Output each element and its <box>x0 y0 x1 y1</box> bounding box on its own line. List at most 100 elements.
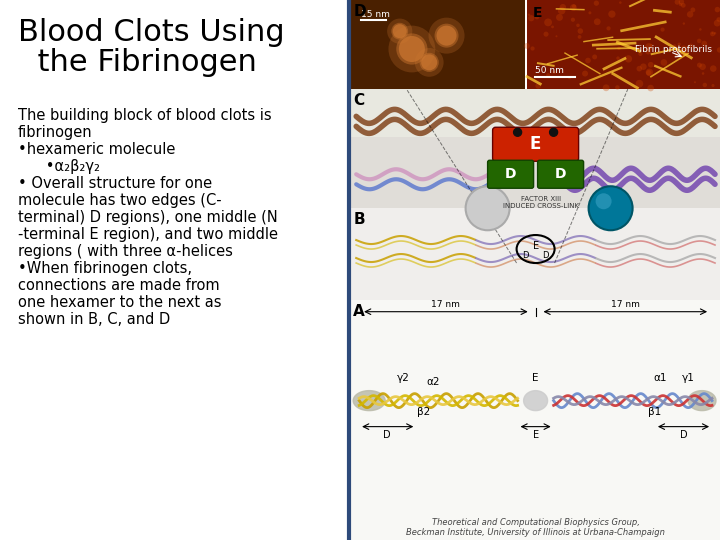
Text: Theoretical and Computational Biophysics Group,
Beckman Institute, University of: Theoretical and Computational Biophysics… <box>406 518 665 537</box>
Text: A: A <box>354 303 365 319</box>
Circle shape <box>625 55 632 63</box>
Text: D: D <box>505 167 516 181</box>
Text: D: D <box>555 167 567 181</box>
Circle shape <box>555 35 557 37</box>
Circle shape <box>536 83 541 89</box>
Circle shape <box>681 3 685 8</box>
Circle shape <box>392 23 408 39</box>
Circle shape <box>649 44 652 47</box>
Bar <box>351 137 720 208</box>
Circle shape <box>617 46 621 50</box>
Text: shown in B, C, and D: shown in B, C, and D <box>18 312 170 327</box>
Text: D: D <box>522 251 529 260</box>
Circle shape <box>420 53 438 72</box>
Circle shape <box>415 48 444 77</box>
Circle shape <box>683 22 685 25</box>
Circle shape <box>576 24 580 27</box>
Circle shape <box>528 14 530 16</box>
Circle shape <box>648 62 654 68</box>
Circle shape <box>680 45 688 52</box>
Circle shape <box>711 84 714 87</box>
Circle shape <box>690 8 696 12</box>
Text: -terminal E region), and two middle: -terminal E region), and two middle <box>18 227 278 242</box>
Text: the Fibrinogen: the Fibrinogen <box>18 48 257 77</box>
Text: E: E <box>533 241 539 251</box>
Circle shape <box>588 11 591 15</box>
Circle shape <box>606 26 611 30</box>
Circle shape <box>675 0 680 5</box>
Bar <box>351 300 720 540</box>
Circle shape <box>528 15 534 21</box>
Circle shape <box>636 66 642 71</box>
Circle shape <box>680 49 687 56</box>
Circle shape <box>661 59 667 66</box>
Text: Blood Clots Using: Blood Clots Using <box>18 18 284 47</box>
Circle shape <box>702 72 704 75</box>
Text: D: D <box>542 251 549 260</box>
Circle shape <box>549 129 557 136</box>
Bar <box>351 208 720 300</box>
Circle shape <box>716 17 720 22</box>
Circle shape <box>582 71 588 77</box>
Text: 15 nm: 15 nm <box>361 10 390 19</box>
Text: 17 nm: 17 nm <box>431 300 460 309</box>
Text: C: C <box>354 93 364 108</box>
Circle shape <box>645 49 651 55</box>
Circle shape <box>703 83 707 87</box>
Text: α1: α1 <box>653 373 667 383</box>
Text: E: E <box>533 6 542 20</box>
Circle shape <box>577 35 582 39</box>
Circle shape <box>711 32 714 34</box>
Text: D: D <box>354 4 366 19</box>
Text: •hexameric molecule: •hexameric molecule <box>18 142 176 157</box>
Circle shape <box>636 80 643 87</box>
FancyBboxPatch shape <box>487 160 534 188</box>
Circle shape <box>639 52 642 56</box>
Circle shape <box>694 81 696 83</box>
Circle shape <box>558 7 565 15</box>
Circle shape <box>672 44 677 48</box>
Circle shape <box>717 48 720 52</box>
Text: one hexamer to the next as: one hexamer to the next as <box>18 295 222 310</box>
Circle shape <box>524 43 530 49</box>
Text: molecule has two edges (C-: molecule has two edges (C- <box>18 193 222 208</box>
Circle shape <box>392 24 407 38</box>
Circle shape <box>399 36 425 62</box>
Circle shape <box>615 85 620 90</box>
Text: γ2: γ2 <box>397 373 410 383</box>
Circle shape <box>546 73 550 77</box>
Text: E: E <box>530 135 541 153</box>
Circle shape <box>588 186 633 230</box>
Circle shape <box>594 18 600 25</box>
Circle shape <box>715 7 720 12</box>
Circle shape <box>544 18 552 26</box>
Circle shape <box>646 69 653 76</box>
Circle shape <box>421 55 437 70</box>
Circle shape <box>608 10 616 18</box>
Circle shape <box>678 43 681 46</box>
Circle shape <box>592 55 597 59</box>
Circle shape <box>660 28 665 32</box>
Circle shape <box>435 24 459 48</box>
Text: 50 nm: 50 nm <box>534 66 564 75</box>
Circle shape <box>603 84 610 91</box>
Text: terminal) D regions), one middle (N: terminal) D regions), one middle (N <box>18 210 278 225</box>
Circle shape <box>679 3 682 6</box>
Circle shape <box>544 32 549 37</box>
Text: γ1: γ1 <box>682 373 694 383</box>
Circle shape <box>577 28 583 34</box>
Polygon shape <box>688 390 716 410</box>
Text: 17 nm: 17 nm <box>611 300 640 309</box>
Circle shape <box>571 18 575 22</box>
Circle shape <box>389 25 436 72</box>
Circle shape <box>714 32 716 35</box>
Circle shape <box>701 40 707 46</box>
Circle shape <box>535 15 539 19</box>
Circle shape <box>619 1 621 4</box>
Text: D: D <box>680 430 688 440</box>
Circle shape <box>647 85 654 91</box>
Bar <box>351 89 720 208</box>
FancyBboxPatch shape <box>538 160 584 188</box>
Circle shape <box>710 65 716 72</box>
Text: β2: β2 <box>417 407 430 417</box>
